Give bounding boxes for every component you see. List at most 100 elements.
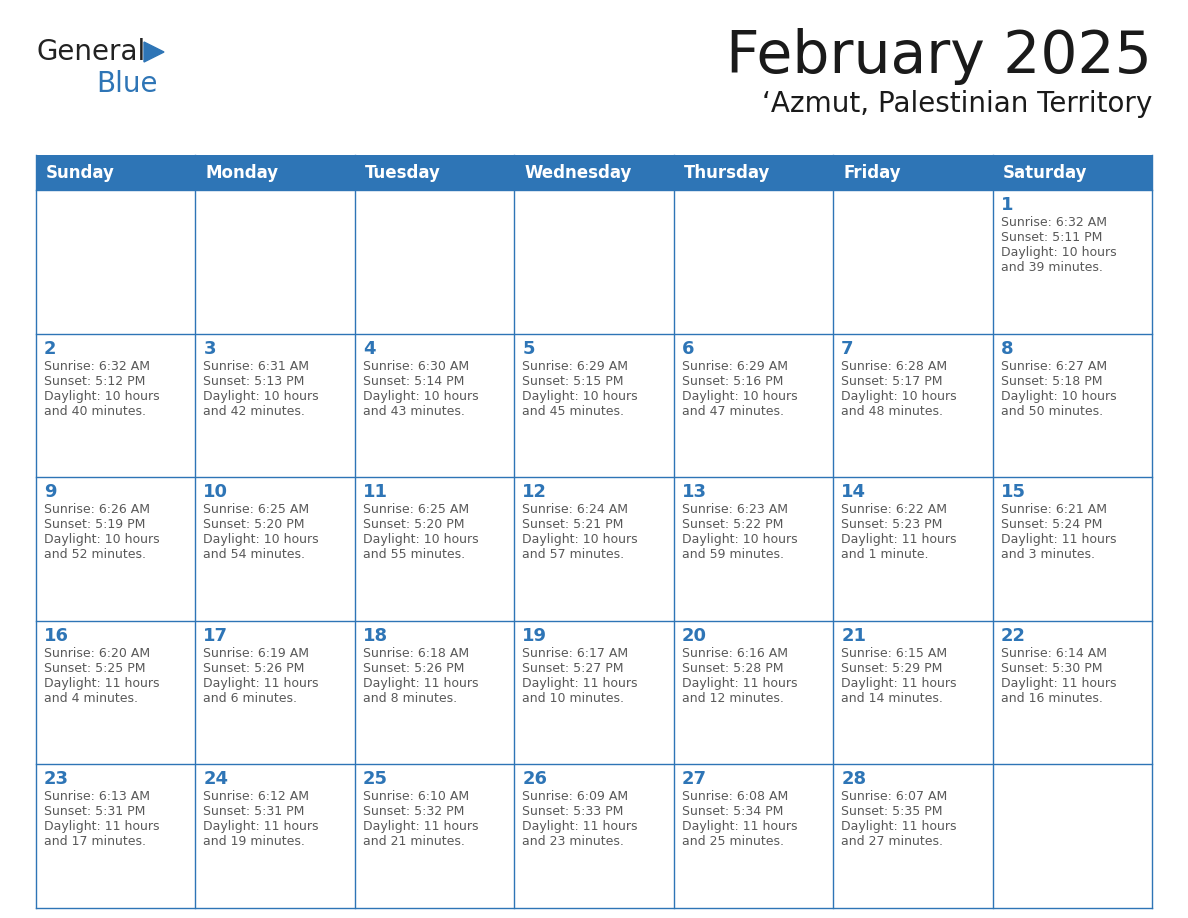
Text: Sunset: 5:29 PM: Sunset: 5:29 PM [841, 662, 942, 675]
Text: Saturday: Saturday [1003, 163, 1087, 182]
Text: and 10 minutes.: and 10 minutes. [523, 692, 624, 705]
Text: Sunrise: 6:19 AM: Sunrise: 6:19 AM [203, 647, 309, 660]
Text: Sunrise: 6:26 AM: Sunrise: 6:26 AM [44, 503, 150, 516]
Text: Daylight: 11 hours: Daylight: 11 hours [362, 677, 479, 689]
Text: Sunset: 5:12 PM: Sunset: 5:12 PM [44, 375, 145, 387]
Text: Sunrise: 6:24 AM: Sunrise: 6:24 AM [523, 503, 628, 516]
Text: 2: 2 [44, 340, 57, 358]
Text: Daylight: 10 hours: Daylight: 10 hours [44, 533, 159, 546]
Text: Sunset: 5:24 PM: Sunset: 5:24 PM [1000, 518, 1102, 532]
Text: Daylight: 11 hours: Daylight: 11 hours [841, 533, 956, 546]
Text: Sunset: 5:15 PM: Sunset: 5:15 PM [523, 375, 624, 387]
Text: ‘Azmut, Palestinian Territory: ‘Azmut, Palestinian Territory [762, 90, 1152, 118]
Text: and 25 minutes.: and 25 minutes. [682, 835, 784, 848]
Text: 13: 13 [682, 483, 707, 501]
Text: and 17 minutes.: and 17 minutes. [44, 835, 146, 848]
Text: Sunrise: 6:23 AM: Sunrise: 6:23 AM [682, 503, 788, 516]
Text: Sunrise: 6:28 AM: Sunrise: 6:28 AM [841, 360, 947, 373]
Text: 16: 16 [44, 627, 69, 644]
Text: Sunrise: 6:22 AM: Sunrise: 6:22 AM [841, 503, 947, 516]
Text: Sunrise: 6:07 AM: Sunrise: 6:07 AM [841, 790, 947, 803]
Text: Daylight: 10 hours: Daylight: 10 hours [523, 533, 638, 546]
Text: and 1 minute.: and 1 minute. [841, 548, 929, 561]
Text: Sunset: 5:23 PM: Sunset: 5:23 PM [841, 518, 942, 532]
Text: Daylight: 11 hours: Daylight: 11 hours [682, 677, 797, 689]
Text: 23: 23 [44, 770, 69, 789]
Text: Daylight: 10 hours: Daylight: 10 hours [362, 533, 479, 546]
Text: Daylight: 11 hours: Daylight: 11 hours [682, 821, 797, 834]
Text: 1: 1 [1000, 196, 1013, 214]
Text: and 47 minutes.: and 47 minutes. [682, 405, 784, 418]
Text: Daylight: 10 hours: Daylight: 10 hours [682, 533, 797, 546]
Text: and 52 minutes.: and 52 minutes. [44, 548, 146, 561]
Text: 25: 25 [362, 770, 387, 789]
Text: Daylight: 11 hours: Daylight: 11 hours [44, 677, 159, 689]
Text: and 27 minutes.: and 27 minutes. [841, 835, 943, 848]
Text: 20: 20 [682, 627, 707, 644]
Text: Daylight: 11 hours: Daylight: 11 hours [1000, 533, 1116, 546]
Text: 4: 4 [362, 340, 375, 358]
Text: and 42 minutes.: and 42 minutes. [203, 405, 305, 418]
Text: Sunset: 5:32 PM: Sunset: 5:32 PM [362, 805, 465, 819]
Text: 27: 27 [682, 770, 707, 789]
Text: Sunrise: 6:17 AM: Sunrise: 6:17 AM [523, 647, 628, 660]
Text: 21: 21 [841, 627, 866, 644]
Text: Sunrise: 6:18 AM: Sunrise: 6:18 AM [362, 647, 469, 660]
Text: and 16 minutes.: and 16 minutes. [1000, 692, 1102, 705]
Text: Sunrise: 6:25 AM: Sunrise: 6:25 AM [203, 503, 310, 516]
Text: Daylight: 11 hours: Daylight: 11 hours [203, 677, 318, 689]
Text: and 19 minutes.: and 19 minutes. [203, 835, 305, 848]
Text: Monday: Monday [206, 163, 278, 182]
Text: Daylight: 11 hours: Daylight: 11 hours [523, 821, 638, 834]
Text: and 57 minutes.: and 57 minutes. [523, 548, 625, 561]
Text: Sunrise: 6:13 AM: Sunrise: 6:13 AM [44, 790, 150, 803]
Text: Sunset: 5:14 PM: Sunset: 5:14 PM [362, 375, 465, 387]
Text: Friday: Friday [843, 163, 901, 182]
Text: Sunset: 5:21 PM: Sunset: 5:21 PM [523, 518, 624, 532]
Text: Sunrise: 6:31 AM: Sunrise: 6:31 AM [203, 360, 309, 373]
Text: Sunrise: 6:10 AM: Sunrise: 6:10 AM [362, 790, 469, 803]
Text: Sunset: 5:34 PM: Sunset: 5:34 PM [682, 805, 783, 819]
Text: and 4 minutes.: and 4 minutes. [44, 692, 138, 705]
Text: Daylight: 11 hours: Daylight: 11 hours [841, 821, 956, 834]
Text: and 50 minutes.: and 50 minutes. [1000, 405, 1102, 418]
Text: Blue: Blue [96, 70, 158, 98]
Text: Daylight: 11 hours: Daylight: 11 hours [362, 821, 479, 834]
Text: and 54 minutes.: and 54 minutes. [203, 548, 305, 561]
Text: 26: 26 [523, 770, 548, 789]
Text: 14: 14 [841, 483, 866, 501]
Text: and 45 minutes.: and 45 minutes. [523, 405, 624, 418]
Text: 18: 18 [362, 627, 388, 644]
Text: Sunrise: 6:25 AM: Sunrise: 6:25 AM [362, 503, 469, 516]
Text: Sunrise: 6:08 AM: Sunrise: 6:08 AM [682, 790, 788, 803]
Text: Daylight: 10 hours: Daylight: 10 hours [841, 389, 956, 403]
Text: Sunrise: 6:21 AM: Sunrise: 6:21 AM [1000, 503, 1106, 516]
Text: Sunset: 5:11 PM: Sunset: 5:11 PM [1000, 231, 1102, 244]
Text: and 48 minutes.: and 48 minutes. [841, 405, 943, 418]
Text: Daylight: 10 hours: Daylight: 10 hours [44, 389, 159, 403]
Text: Sunrise: 6:09 AM: Sunrise: 6:09 AM [523, 790, 628, 803]
Text: Daylight: 10 hours: Daylight: 10 hours [1000, 246, 1117, 259]
Text: and 23 minutes.: and 23 minutes. [523, 835, 624, 848]
Text: and 40 minutes.: and 40 minutes. [44, 405, 146, 418]
Text: and 39 minutes.: and 39 minutes. [1000, 261, 1102, 274]
Text: Daylight: 11 hours: Daylight: 11 hours [44, 821, 159, 834]
Text: 11: 11 [362, 483, 387, 501]
Text: 19: 19 [523, 627, 548, 644]
Text: 17: 17 [203, 627, 228, 644]
Text: and 12 minutes.: and 12 minutes. [682, 692, 784, 705]
Text: Sunset: 5:30 PM: Sunset: 5:30 PM [1000, 662, 1102, 675]
Text: February 2025: February 2025 [726, 28, 1152, 85]
Text: and 55 minutes.: and 55 minutes. [362, 548, 465, 561]
Text: 9: 9 [44, 483, 57, 501]
Text: Sunset: 5:28 PM: Sunset: 5:28 PM [682, 662, 783, 675]
Text: and 21 minutes.: and 21 minutes. [362, 835, 465, 848]
Polygon shape [144, 42, 164, 62]
Text: Sunset: 5:26 PM: Sunset: 5:26 PM [203, 662, 305, 675]
Text: Sunset: 5:17 PM: Sunset: 5:17 PM [841, 375, 942, 387]
Text: and 8 minutes.: and 8 minutes. [362, 692, 457, 705]
Text: 7: 7 [841, 340, 854, 358]
Text: 5: 5 [523, 340, 535, 358]
Bar [36, 155, 1152, 190]
Text: Sunrise: 6:30 AM: Sunrise: 6:30 AM [362, 360, 469, 373]
